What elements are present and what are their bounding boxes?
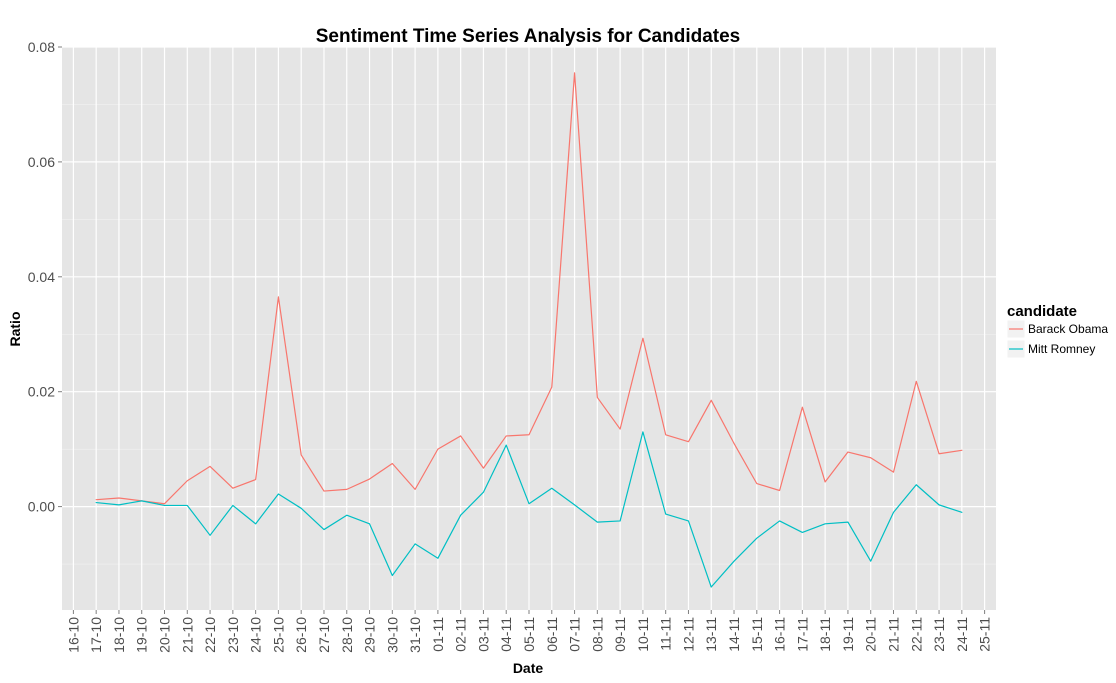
x-tick-label: 19-11: [840, 617, 856, 652]
series-line-mitt-romney: [95, 431, 963, 588]
x-tick-label: 24-10: [248, 617, 264, 653]
x-tick-label: 22-10: [202, 617, 218, 653]
x-tick-label: 07-11: [567, 617, 583, 652]
x-tick-label: 13-11: [703, 617, 719, 652]
x-tick-label: 06-11: [544, 617, 560, 652]
legend: candidate Barack Obama Mitt Romney: [1006, 303, 1108, 359]
x-tick-label: 08-11: [589, 617, 605, 652]
x-tick-label: 23-10: [225, 617, 241, 653]
plot-panel: [62, 46, 996, 610]
y-axis-title: Ratio: [7, 312, 23, 347]
y-tick-label: 0.00: [28, 499, 55, 515]
x-tick-label: 18-10: [111, 617, 127, 653]
x-tick-label: 17-10: [88, 617, 104, 653]
y-tick-label: 0.04: [28, 269, 55, 285]
y-axis: 0.00 0.02 0.04 0.06 0.08: [28, 39, 62, 515]
x-tick-label: 20-11: [863, 617, 879, 652]
legend-label-mitt-romney: Mitt Romney: [1028, 342, 1095, 356]
x-tick-label: 30-10: [384, 617, 400, 653]
x-axis: 16-10 17-10 18-10 19-10 20-10 21-10 22-10 23-10…: [65, 610, 993, 653]
x-axis-title: Date: [513, 660, 544, 676]
x-tick-label: 22-11: [908, 617, 924, 652]
series-line-barack-obama: [95, 72, 963, 505]
x-tick-label: 23-11: [931, 617, 947, 652]
x-tick-label: 18-11: [817, 617, 833, 652]
y-tick-label: 0.02: [28, 384, 55, 400]
legend-title: candidate: [1007, 303, 1077, 320]
x-tick-label: 20-10: [157, 617, 173, 653]
x-tick-label: 04-11: [498, 617, 514, 652]
x-tick-label: 01-11: [430, 617, 446, 652]
x-tick-label: 25-11: [977, 617, 993, 652]
x-tick-label: 27-10: [316, 617, 332, 653]
x-tick-label: 10-11: [635, 617, 651, 652]
x-tick-label: 24-11: [954, 617, 970, 652]
x-tick-label: 15-11: [749, 617, 765, 652]
x-tick-label: 21-11: [885, 617, 901, 652]
x-tick-label: 29-10: [362, 617, 378, 653]
x-tick-label: 28-10: [339, 617, 355, 653]
x-tick-label: 05-11: [521, 617, 537, 652]
y-tick-label: 0.06: [28, 154, 55, 170]
x-tick-label: 31-10: [407, 617, 423, 653]
x-tick-label: 03-11: [475, 617, 491, 652]
x-tick-label: 11-11: [658, 617, 674, 651]
x-tick-label: 26-10: [293, 617, 309, 653]
x-tick-label: 09-11: [612, 617, 628, 652]
x-tick-label: 02-11: [453, 617, 469, 652]
y-tick-label: 0.08: [28, 39, 55, 55]
x-tick-label: 14-11: [726, 617, 742, 652]
x-tick-label: 12-11: [680, 617, 696, 652]
x-tick-label: 16-10: [65, 617, 81, 653]
x-tick-label: 19-10: [134, 617, 150, 653]
x-tick-label: 17-11: [794, 617, 810, 652]
x-tick-label: 25-10: [270, 617, 286, 653]
legend-label-barack-obama: Barack Obama: [1028, 322, 1108, 336]
chart-title: Sentiment Time Series Analysis for Candi…: [316, 26, 740, 47]
x-tick-label: 16-11: [772, 617, 788, 652]
x-tick-label: 21-10: [179, 617, 195, 653]
